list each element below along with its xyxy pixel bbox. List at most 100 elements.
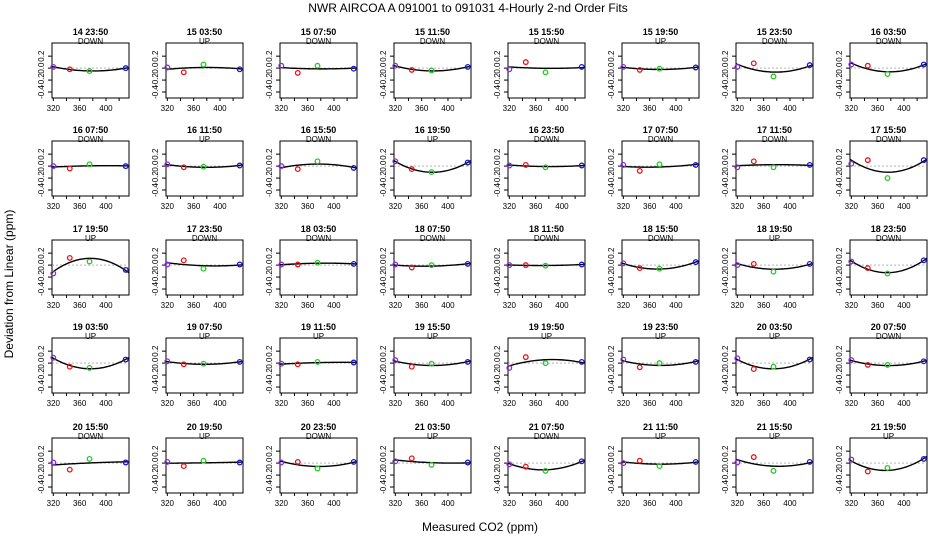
x-tick-label: 320 — [617, 202, 631, 211]
y-tick-label: 0.0 — [37, 457, 46, 469]
y-tick-label: 0.2 — [607, 50, 616, 62]
data-point — [734, 262, 741, 269]
data-point — [66, 165, 73, 172]
data-point — [692, 358, 699, 365]
fit-curve — [279, 361, 358, 365]
fit-curve — [849, 257, 928, 274]
data-point — [848, 456, 855, 463]
y-tick-label: -0.4 — [607, 282, 616, 296]
y-tick-label: -0.2 — [265, 73, 274, 87]
data-point — [294, 261, 301, 268]
panel-direction-label: UP — [427, 135, 438, 144]
panel-frame — [393, 140, 472, 197]
panel-direction-label: DOWN — [78, 135, 104, 144]
panel-frame — [165, 437, 244, 494]
fit-curve — [735, 356, 814, 370]
y-tick-label: 0.2 — [835, 247, 844, 259]
y-tick-label: 0.0 — [493, 62, 502, 74]
panel-time-label: 17 19:50 — [73, 224, 109, 234]
data-point — [884, 175, 891, 182]
panel-time-label: 15 03:50 — [187, 27, 223, 37]
y-tick-label: 0.2 — [835, 345, 844, 357]
panel-time-label: 16 03:50 — [871, 27, 907, 37]
data-point — [656, 161, 663, 168]
y-tick-label: 0.0 — [835, 62, 844, 74]
y-tick-label: 0.2 — [265, 50, 274, 62]
y-tick-label: 0.2 — [721, 247, 730, 259]
data-point — [180, 69, 187, 76]
panel-direction-label: UP — [541, 332, 552, 341]
y-tick-label: -0.4 — [835, 183, 844, 197]
panel-direction-label: DOWN — [306, 37, 332, 46]
data-point — [734, 164, 741, 171]
fit-curve — [849, 158, 928, 173]
data-point — [464, 459, 471, 466]
y-tick-label: -0.4 — [37, 480, 46, 494]
y-tick-label: -0.4 — [721, 282, 730, 296]
data-point — [50, 63, 57, 70]
y-tick-label: 0.2 — [151, 445, 160, 457]
fit-curve — [393, 159, 472, 173]
panel-frame — [393, 337, 472, 394]
panel-frame — [279, 239, 358, 296]
data-point — [164, 64, 171, 71]
y-tick-label: 0.0 — [151, 160, 160, 172]
panel-direction-label: DOWN — [534, 37, 560, 46]
x-tick-label: 400 — [327, 202, 341, 211]
x-tick-label: 360 — [643, 301, 657, 310]
data-point — [408, 166, 415, 173]
y-tick-label: -0.4 — [379, 183, 388, 197]
x-tick-label: 360 — [871, 301, 885, 310]
data-point — [620, 63, 627, 70]
panel-direction-label: UP — [427, 432, 438, 441]
x-tick-label: 400 — [897, 399, 911, 408]
data-point — [506, 262, 513, 269]
y-tick-label: 0.0 — [607, 357, 616, 369]
fit-curve — [735, 458, 814, 467]
data-point — [392, 62, 399, 69]
panel-time-label: 18 15:50 — [643, 224, 679, 234]
fit-curve — [621, 66, 700, 71]
y-tick-label: -0.4 — [379, 85, 388, 99]
y-tick-label: 0.0 — [151, 357, 160, 369]
y-tick-label: 0.2 — [721, 345, 730, 357]
x-tick-label: 360 — [757, 104, 771, 113]
panel-frame — [393, 437, 472, 494]
panel-direction-label: DOWN — [648, 135, 674, 144]
y-tick-label: -0.4 — [835, 282, 844, 296]
y-tick-label: -0.4 — [379, 380, 388, 394]
y-tick-label: -0.2 — [151, 270, 160, 284]
panel-time-label: 19 15:50 — [415, 322, 451, 332]
y-tick-label: 0.0 — [151, 457, 160, 469]
y-tick-label: -0.4 — [835, 380, 844, 394]
y-tick-label: -0.2 — [379, 270, 388, 284]
x-tick-label: 400 — [555, 499, 569, 508]
data-point — [50, 459, 57, 466]
panel-direction-label: DOWN — [762, 135, 788, 144]
y-tick-label: -0.4 — [151, 183, 160, 197]
panel-direction-label: UP — [199, 432, 210, 441]
panel-time-label: 21 19:50 — [871, 422, 907, 432]
data-point — [864, 62, 871, 69]
x-tick-label: 320 — [845, 301, 859, 310]
y-tick-label: 0.0 — [607, 160, 616, 172]
y-tick-label: -0.2 — [37, 73, 46, 87]
x-tick-label: 320 — [275, 399, 289, 408]
x-tick-label: 400 — [669, 301, 683, 310]
panel-direction-label: DOWN — [192, 234, 218, 243]
data-point — [656, 65, 663, 72]
data-point — [848, 160, 855, 167]
data-point — [884, 270, 891, 277]
data-point — [620, 356, 627, 363]
y-tick-label: 0.2 — [151, 345, 160, 357]
panel-direction-label: UP — [427, 332, 438, 341]
data-point — [620, 161, 627, 168]
y-tick-label: 0.2 — [493, 148, 502, 160]
data-point — [578, 261, 585, 268]
data-point — [428, 262, 435, 269]
